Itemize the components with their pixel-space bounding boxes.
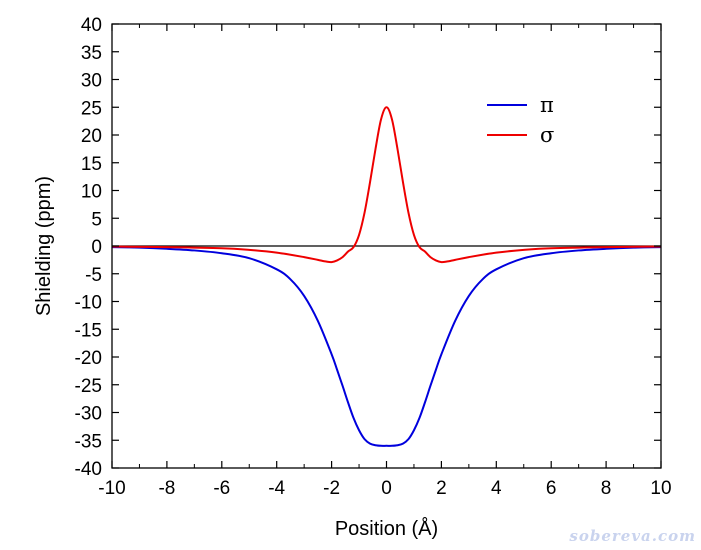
x-tick-label: 8	[601, 478, 612, 499]
y-tick-label: 10	[81, 182, 102, 203]
x-tick-label: -10	[98, 478, 125, 499]
x-tick-label: -6	[213, 478, 230, 499]
y-tick-label: 20	[81, 126, 102, 147]
x-tick-label: 6	[546, 478, 557, 499]
y-tick-label: -30	[75, 404, 102, 425]
x-tick-label: 10	[650, 478, 671, 499]
y-tick-label: -25	[75, 376, 102, 397]
x-axis-title: Position (Å)	[335, 517, 438, 540]
y-tick-label: -40	[75, 459, 102, 480]
x-tick-label: -2	[323, 478, 340, 499]
y-tick-label: 15	[81, 154, 102, 175]
series-line-sigma	[111, 106, 662, 264]
x-tick-label: 0	[381, 478, 392, 499]
x-tick-label: -4	[268, 478, 285, 499]
y-tick-labels: 40 35 30 25 20 15 10 5 0 -5 -10 -15 -20 -25 -30 -35 -40	[75, 15, 102, 480]
y-tick-label: -20	[75, 348, 102, 369]
series-layer	[111, 106, 662, 447]
legend-label: σ	[540, 123, 554, 147]
y-tick-label: -10	[75, 293, 102, 314]
y-tick-label: -35	[75, 431, 102, 452]
series-line-pi	[111, 246, 662, 447]
y-tick-label: 0	[91, 237, 102, 258]
y-tick-label: -5	[85, 265, 102, 286]
x-tick-label: 2	[436, 478, 447, 499]
legend-label: π	[540, 93, 554, 117]
y-tick-label: -15	[75, 320, 102, 341]
y-axis-title: Shielding (ppm)	[33, 176, 55, 316]
axis-ticks	[111, 23, 662, 469]
y-tick-label: 5	[91, 209, 102, 230]
y-tick-label: 30	[81, 71, 102, 92]
y-tick-label: 40	[81, 15, 102, 36]
watermark: sobereva.com	[569, 527, 696, 545]
x-tick-label: -8	[158, 478, 175, 499]
x-tick-label: 4	[491, 478, 502, 499]
x-tick-labels: -10 -8 -6 -4 -2 0 2 4 6 8 10	[98, 478, 671, 499]
y-tick-label: 25	[81, 98, 102, 119]
legend: πσ	[487, 93, 554, 147]
y-tick-label: 35	[81, 43, 102, 64]
